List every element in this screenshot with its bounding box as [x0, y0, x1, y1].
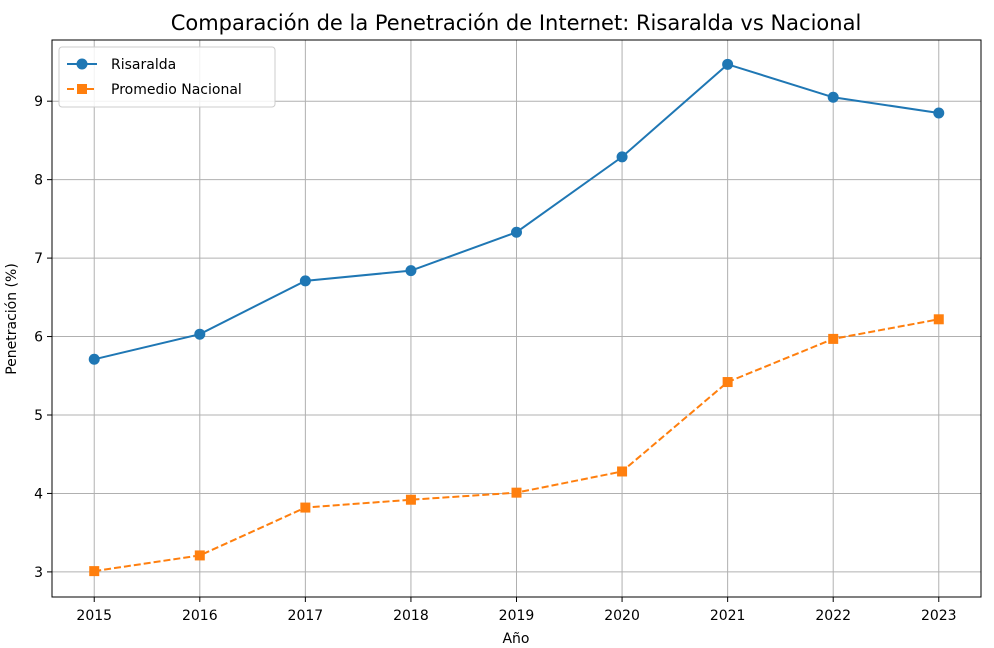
chart-title: Comparación de la Penetración de Interne…	[171, 11, 862, 35]
x-tick-label: 2019	[499, 608, 535, 624]
data-point	[933, 314, 944, 325]
x-tick-label: 2016	[182, 608, 218, 624]
y-tick-label: 9	[34, 94, 43, 110]
legend-item: Risaralda	[67, 57, 176, 73]
legend-label: Promedio Nacional	[111, 82, 242, 98]
legend-marker	[76, 58, 88, 70]
data-point	[88, 353, 100, 365]
data-point	[511, 226, 522, 238]
y-tick-label: 7	[34, 251, 43, 267]
data-point	[722, 58, 734, 70]
series-1	[89, 314, 944, 577]
data-point	[300, 502, 311, 513]
data-point	[299, 275, 311, 287]
series-layer	[88, 58, 945, 577]
series-0	[88, 58, 945, 365]
x-tick-label: 2023	[921, 608, 957, 624]
y-tick-label: 6	[34, 330, 43, 346]
axis-ticks: 2015 2016 2017 2018 2019 2020 2021 2022 2023 3 4 5 6…	[34, 94, 957, 624]
data-point	[617, 466, 628, 477]
y-tick-label: 8	[34, 173, 43, 189]
data-point	[827, 91, 839, 103]
data-point	[722, 377, 733, 388]
data-point	[933, 107, 945, 119]
data-point	[828, 333, 839, 344]
legend-marker	[77, 84, 87, 94]
y-tick-label: 4	[34, 486, 43, 502]
x-tick-label: 2015	[76, 608, 112, 624]
legend-box	[58, 46, 276, 108]
x-tick-label: 2022	[815, 608, 851, 624]
legend-item: Promedio Nacional	[67, 82, 242, 98]
x-axis-label: Año	[502, 631, 529, 647]
data-point	[511, 487, 522, 498]
grid	[52, 40, 981, 597]
data-point	[194, 550, 205, 561]
y-tick-label: 3	[34, 565, 43, 581]
legend: Risaralda Promedio Nacional	[58, 46, 276, 108]
x-tick-label: 2018	[393, 608, 429, 624]
y-tick-label: 5	[34, 408, 43, 424]
data-point	[194, 328, 206, 340]
data-point	[405, 494, 416, 505]
data-point	[616, 151, 628, 163]
y-axis-label: Penetración (%)	[4, 263, 20, 375]
data-point	[89, 566, 100, 577]
x-tick-label: 2017	[288, 608, 324, 624]
legend-label: Risaralda	[111, 57, 176, 73]
x-tick-label: 2021	[710, 608, 746, 624]
data-point	[405, 265, 417, 277]
x-tick-label: 2020	[604, 608, 640, 624]
